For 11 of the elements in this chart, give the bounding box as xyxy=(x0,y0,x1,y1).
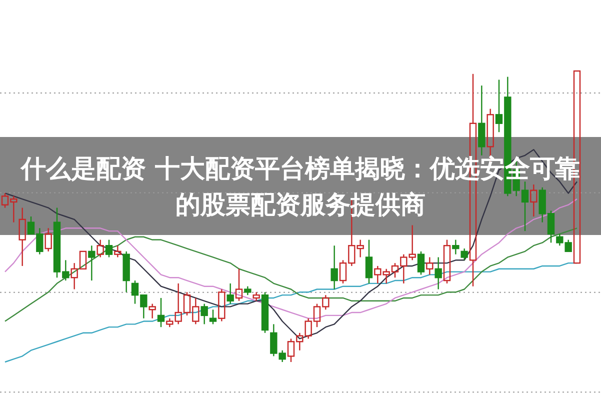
candlestick xyxy=(530,184,538,218)
candlestick xyxy=(478,84,486,156)
candlestick xyxy=(44,228,52,252)
candlestick xyxy=(452,239,460,255)
candlestick xyxy=(426,256,434,276)
candlestick xyxy=(330,245,338,290)
candlestick xyxy=(18,207,26,267)
candlestick xyxy=(88,245,96,282)
candlestick xyxy=(252,292,260,302)
candlestick xyxy=(226,282,234,304)
candlestick xyxy=(434,256,442,290)
